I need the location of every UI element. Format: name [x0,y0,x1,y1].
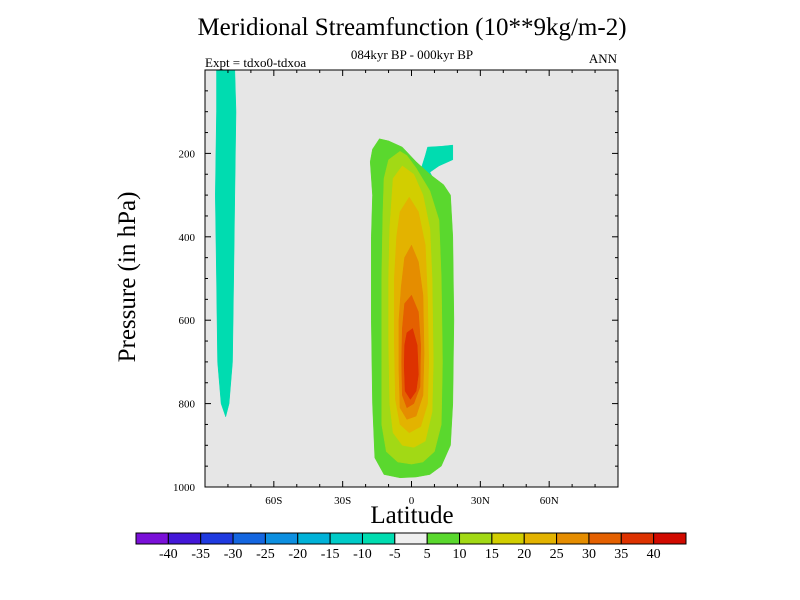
colorbar-label: 25 [550,547,564,562]
colorbar-label: -5 [389,547,401,562]
colorbar-label: -30 [224,547,243,562]
x-tick-label: 30N [471,495,490,507]
colorbar-swatch [167,532,202,545]
colorbar-swatch [653,532,687,545]
colorbar-label: -35 [191,547,210,562]
colorbar-label: 20 [517,547,531,562]
season-label: ANN [588,51,617,66]
experiment-label: Expt = tdxo0-tdxoa [205,55,307,70]
colorbar-swatch [620,532,655,545]
tick-layer: 60S 30S 0 30N 60N 200 400 600 800 1000 [173,70,618,507]
colorbar-swatch [200,532,234,545]
chart-title: Meridional Streamfunction (10**9kg/m-2) [197,14,627,41]
colorbar-swatch [426,532,461,545]
x-tick-label: 60N [540,495,559,507]
colorbar-swatch [556,532,590,545]
colorbar-swatch [491,532,525,545]
colorbar-swatch [329,532,363,545]
colorbar-label: -15 [321,547,340,562]
colorbar-label: 30 [582,547,596,562]
chart-subtitle: 084kyr BP - 000kyr BP [350,47,474,62]
y-tick-label: 800 [179,399,196,411]
colorbar-swatch [264,532,299,545]
x-tick-label: 0 [409,495,415,507]
y-tick-label: 1000 [173,482,196,494]
y-tick-label: 400 [179,232,196,244]
x-tick-label: 60S [265,495,282,507]
contour-region-8 [403,328,419,400]
colorbar-label: 40 [647,547,661,562]
colorbar-swatch [361,532,396,545]
colorbar-swatch [588,532,622,545]
colorbar-label: 10 [453,547,467,562]
colorbar-swatch [232,532,266,545]
colorbar-label: 15 [485,547,499,562]
contour-layer [215,69,455,479]
colorbar-label: -20 [288,547,307,562]
colorbar-swatch [394,532,428,545]
colorbar-label: -25 [256,547,275,562]
x-axis-label: Latitude [370,502,454,529]
y-tick-label: 200 [179,148,196,160]
colorbar-label: -40 [159,547,178,562]
colorbar-label: -10 [353,547,372,562]
contour-region-0 [215,69,237,418]
x-tick-label: 30S [334,495,351,507]
colorbar-swatch [523,532,558,545]
colorbar-layer: -40 -35 -30 -25 -20 -15 -10 -5 5 10 15 20 25 30 35 40 [135,532,687,562]
colorbar-label: 5 [424,547,431,562]
y-tick-label: 600 [179,315,196,327]
colorbar-label: 35 [614,547,628,562]
colorbar-swatch [297,532,331,545]
colorbar-swatch [459,532,493,545]
colorbar-swatch [135,532,169,545]
